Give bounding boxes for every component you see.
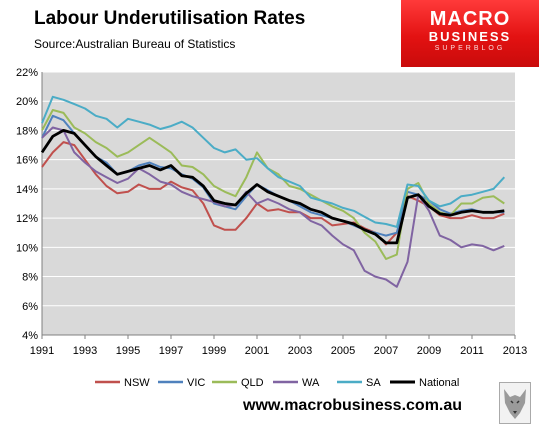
logo-line-3: SUPERBLOG <box>434 45 506 52</box>
series-line-national <box>40 128 505 245</box>
y-tick-label: 14% <box>16 184 38 196</box>
y-tick-label: 20% <box>16 96 38 108</box>
x-tick-label: 2005 <box>331 345 355 357</box>
wolf-logo-icon <box>499 382 531 424</box>
series-line-sa <box>41 95 506 228</box>
y-tick-label: 4% <box>22 330 38 342</box>
legend-label-qld: QLD <box>241 377 264 389</box>
series-line-qld <box>41 109 505 260</box>
x-tick-label: 2013 <box>503 345 527 357</box>
legend-label-vic: VIC <box>187 377 205 389</box>
x-tick-label: 2011 <box>460 345 484 357</box>
y-tick-label: 6% <box>22 301 38 313</box>
x-tick-label: 2003 <box>288 345 312 357</box>
logo-line-2: BUSINESS <box>428 29 512 44</box>
y-tick-label: 8% <box>22 272 38 284</box>
x-tick-label: 1997 <box>159 345 183 357</box>
x-tick-label: 2007 <box>374 345 398 357</box>
chart-title: Labour Underutilisation Rates <box>34 8 306 29</box>
series-line-wa <box>41 126 505 288</box>
x-tick-label: 2001 <box>245 345 269 357</box>
x-tick-label: 1995 <box>116 345 140 357</box>
y-tick-label: 10% <box>16 242 38 254</box>
legend-label-national: National <box>419 377 459 389</box>
x-tick-label: 1993 <box>73 345 97 357</box>
macrobusiness-logo: MACRO BUSINESS SUPERBLOG <box>401 0 539 67</box>
legend-label-nsw: NSW <box>124 377 150 389</box>
chart-source: Source:Australian Bureau of Statistics <box>34 37 236 51</box>
x-tick-label: 1999 <box>202 345 226 357</box>
logo-line-1: MACRO <box>429 8 511 30</box>
y-tick-label: 16% <box>16 155 38 167</box>
y-tick-label: 18% <box>16 125 38 137</box>
y-tick-label: 12% <box>16 213 38 225</box>
legend-label-wa: WA <box>302 377 320 389</box>
legend-label-sa: SA <box>366 377 381 389</box>
x-tick-label: 1991 <box>30 345 54 357</box>
y-tick-label: 22% <box>16 67 38 79</box>
website-url: www.macrobusiness.com.au <box>243 397 463 414</box>
x-tick-label: 2009 <box>417 345 441 357</box>
